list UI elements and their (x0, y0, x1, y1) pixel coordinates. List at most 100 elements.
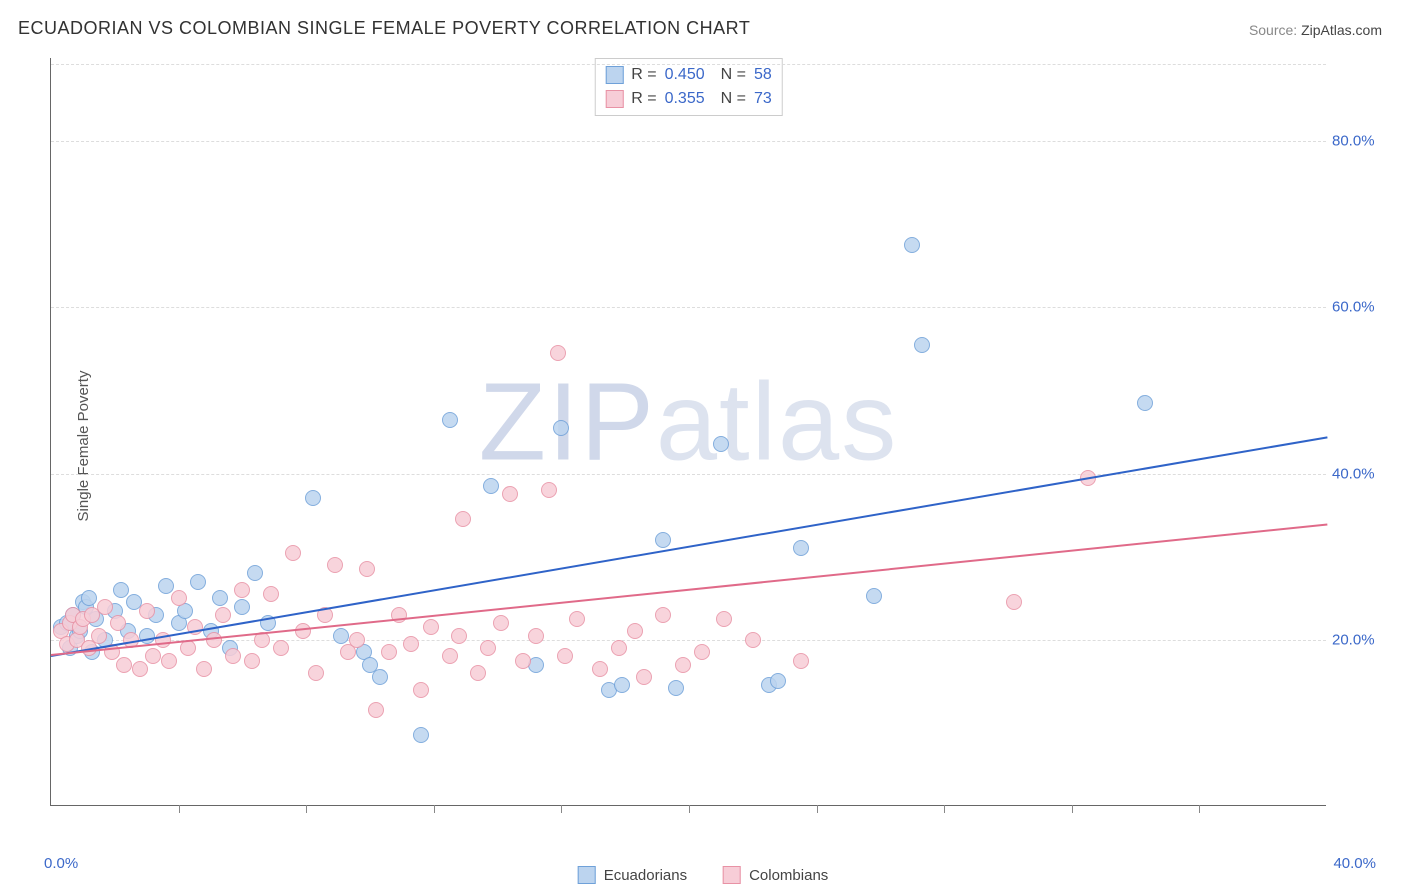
x-tick (1199, 805, 1200, 813)
data-point (614, 677, 630, 693)
data-point (627, 623, 643, 639)
gridline (51, 307, 1326, 308)
x-axis-max-label: 40.0% (1333, 855, 1376, 872)
x-tick (306, 805, 307, 813)
x-tick (944, 805, 945, 813)
legend-swatch (578, 866, 596, 884)
x-tick (561, 805, 562, 813)
data-point (451, 628, 467, 644)
data-point (349, 632, 365, 648)
data-point (161, 653, 177, 669)
legend-n-value: 58 (754, 63, 772, 87)
legend-r-label: R = (631, 87, 656, 111)
data-point (770, 673, 786, 689)
y-tick-label: 40.0% (1332, 465, 1386, 482)
source-value: ZipAtlas.com (1301, 22, 1382, 38)
legend-item: Ecuadorians (578, 866, 687, 884)
data-point (1137, 395, 1153, 411)
data-point (225, 648, 241, 664)
data-point (655, 607, 671, 623)
legend-swatch (605, 66, 623, 84)
gridline (51, 64, 1326, 65)
y-tick-label: 20.0% (1332, 631, 1386, 648)
data-point (215, 607, 231, 623)
data-point (285, 545, 301, 561)
gridline (51, 474, 1326, 475)
data-point (247, 565, 263, 581)
legend-item: Colombians (723, 866, 828, 884)
data-point (145, 648, 161, 664)
data-point (196, 661, 212, 677)
data-point (611, 640, 627, 656)
legend-label: Colombians (749, 867, 828, 884)
x-tick (817, 805, 818, 813)
data-point (308, 665, 324, 681)
legend-row: R =0.450N =58 (605, 63, 772, 87)
data-point (244, 653, 260, 669)
legend-r-value: 0.355 (665, 87, 705, 111)
data-point (305, 490, 321, 506)
data-point (480, 640, 496, 656)
data-point (1006, 594, 1022, 610)
data-point (550, 345, 566, 361)
data-point (81, 590, 97, 606)
data-point (381, 644, 397, 660)
data-point (116, 657, 132, 673)
legend-row: R =0.355N =73 (605, 87, 772, 111)
data-point (171, 590, 187, 606)
data-point (716, 611, 732, 627)
data-point (413, 727, 429, 743)
data-point (914, 337, 930, 353)
data-point (793, 540, 809, 556)
data-point (502, 486, 518, 502)
series-legend: Ecuadorians Colombians (578, 866, 829, 884)
data-point (470, 665, 486, 681)
data-point (91, 628, 107, 644)
data-point (655, 532, 671, 548)
data-point (592, 661, 608, 677)
x-tick (1072, 805, 1073, 813)
data-point (745, 632, 761, 648)
data-point (423, 619, 439, 635)
data-point (636, 669, 652, 685)
data-point (694, 644, 710, 660)
data-point (904, 237, 920, 253)
data-point (557, 648, 573, 664)
data-point (713, 436, 729, 452)
data-point (413, 682, 429, 698)
data-point (359, 561, 375, 577)
source-label: Source: (1249, 22, 1297, 38)
data-point (158, 578, 174, 594)
data-point (675, 657, 691, 673)
y-tick-label: 60.0% (1332, 299, 1386, 316)
data-point (139, 603, 155, 619)
data-point (668, 680, 684, 696)
data-point (368, 702, 384, 718)
data-point (442, 648, 458, 664)
x-tick (434, 805, 435, 813)
trend-line (51, 436, 1327, 657)
data-point (212, 590, 228, 606)
x-tick (179, 805, 180, 813)
data-point (132, 661, 148, 677)
data-point (442, 412, 458, 428)
data-point (372, 669, 388, 685)
data-point (793, 653, 809, 669)
data-point (866, 588, 882, 604)
legend-swatch (723, 866, 741, 884)
gridline (51, 640, 1326, 641)
legend-r-label: R = (631, 63, 656, 87)
data-point (541, 482, 557, 498)
data-point (455, 511, 471, 527)
data-point (263, 586, 279, 602)
y-tick-label: 80.0% (1332, 133, 1386, 150)
scatter-plot-area: ZIPatlas R =0.450N =58R =0.355N =73 20.0… (50, 58, 1326, 806)
data-point (110, 615, 126, 631)
data-point (553, 420, 569, 436)
legend-n-label: N = (721, 63, 746, 87)
data-point (295, 623, 311, 639)
watermark-text: ZIPatlas (479, 358, 898, 485)
x-tick (689, 805, 690, 813)
data-point (493, 615, 509, 631)
data-point (483, 478, 499, 494)
